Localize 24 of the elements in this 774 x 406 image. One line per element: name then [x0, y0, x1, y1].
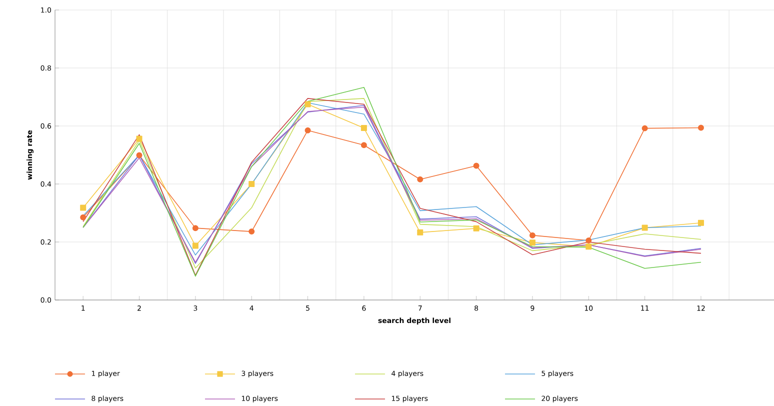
point: [136, 152, 142, 158]
point: [248, 180, 255, 187]
point: [417, 229, 424, 236]
point: [304, 127, 311, 134]
point: [698, 220, 704, 226]
point: [192, 242, 198, 249]
point: [136, 136, 142, 142]
point: [473, 162, 480, 169]
point: [248, 228, 255, 235]
point: [473, 225, 480, 232]
point: [529, 232, 536, 238]
point: [586, 238, 592, 244]
point: [698, 124, 704, 131]
point: [360, 142, 367, 148]
point: [304, 101, 311, 108]
point: [642, 224, 648, 231]
point: [80, 204, 86, 211]
point: [360, 125, 367, 132]
point: [529, 240, 536, 246]
point: [417, 176, 424, 182]
point: [642, 125, 648, 132]
point: [586, 244, 592, 250]
point: [80, 214, 86, 220]
point: [192, 225, 198, 232]
